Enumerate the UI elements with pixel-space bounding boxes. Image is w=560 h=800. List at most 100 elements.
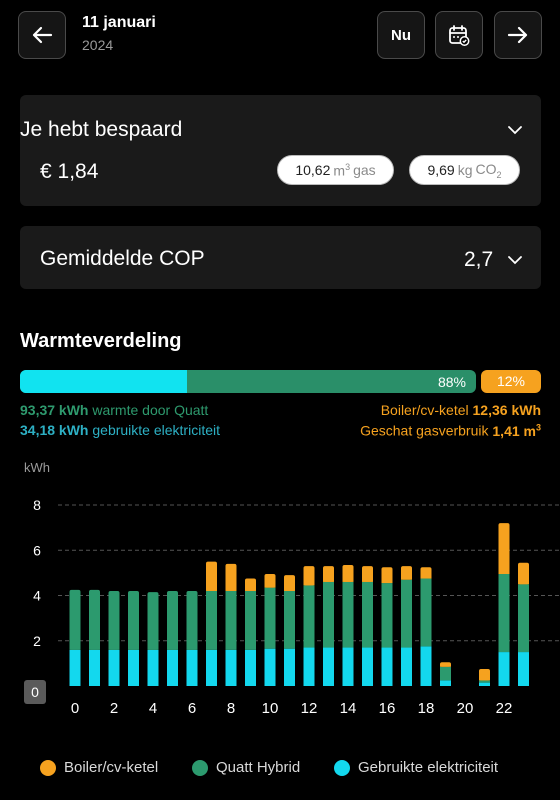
bar-boiler	[518, 562, 529, 585]
bar-electric	[206, 649, 217, 686]
quatt-dot	[192, 759, 208, 776]
y-tick-label: 8	[33, 497, 41, 513]
savings-card[interactable]	[20, 95, 541, 206]
electric-dot	[334, 759, 350, 776]
bar-boiler-base	[420, 572, 432, 579]
arrow-left-icon	[32, 26, 53, 44]
boiler-percent: 12%	[496, 373, 526, 389]
legend-quatt-label: Quatt Hybrid	[216, 759, 301, 776]
bar-quatt-base	[167, 620, 178, 650]
bar-boiler	[420, 567, 432, 579]
bar-electric	[225, 649, 237, 686]
bar-boiler-base	[264, 580, 276, 588]
bar-boiler	[401, 566, 412, 580]
bar-quatt	[440, 666, 451, 681]
cop-card[interactable]	[20, 226, 541, 289]
calendar-button[interactable]	[435, 11, 483, 59]
bar-boiler	[284, 575, 295, 591]
forward-button[interactable]	[494, 11, 542, 59]
bar-boiler	[342, 564, 354, 582]
x-tick-label: 12	[301, 700, 318, 717]
bar-boiler	[440, 662, 451, 667]
heat-label: warmte door Quatt	[92, 402, 209, 418]
chevron-down-icon[interactable]	[507, 124, 523, 136]
gas-pill: 10,62 m3 gas	[277, 155, 394, 185]
bar-boiler	[479, 669, 490, 681]
x-tick-label: 0	[71, 700, 79, 717]
bar-electric	[303, 647, 315, 686]
bar-electric	[89, 649, 100, 686]
now-button[interactable]: Nu	[377, 11, 425, 59]
bar-electric	[440, 680, 451, 686]
bar-quatt-base	[186, 620, 198, 650]
co2-unit: kg	[457, 162, 473, 178]
heat-value: 93,37 kWh	[20, 402, 89, 418]
co2-value: 9,69	[427, 162, 455, 178]
boiler-value: 12,36 kWh	[472, 402, 541, 418]
y-tick-zero-badge	[24, 680, 46, 704]
bar-boiler	[381, 567, 393, 584]
bar-electric	[284, 648, 295, 686]
bar-boiler	[245, 578, 256, 591]
electric-share-fill	[20, 370, 187, 393]
bar-boiler-base	[440, 664, 451, 667]
y-tick-label: 2	[33, 633, 41, 649]
bar-boiler	[498, 523, 510, 575]
bar-electric	[401, 647, 412, 686]
bar-quatt	[108, 590, 120, 650]
back-button[interactable]	[18, 11, 66, 59]
bar-quatt	[245, 590, 256, 650]
legend-quatt: Quatt Hybrid	[192, 759, 300, 776]
bar-quatt-base	[147, 620, 159, 650]
bar-quatt-base	[89, 619, 100, 650]
chevron-down-icon[interactable]	[507, 254, 523, 266]
bar-quatt	[147, 592, 159, 650]
x-tick-label: 16	[379, 700, 396, 717]
bar-quatt	[89, 589, 100, 650]
bar-boiler-base	[401, 572, 412, 580]
bar-boiler	[303, 566, 315, 586]
distribution-title: Warmteverdeling	[20, 330, 182, 352]
heat-legend: 93,37 kWh warmte door Quatt	[20, 402, 208, 418]
x-tick-label: 22	[496, 700, 513, 717]
cop-value: 2,7	[464, 248, 494, 271]
bar-electric	[245, 649, 256, 686]
gas-unit: m3	[333, 161, 351, 179]
bar-quatt	[69, 589, 81, 650]
quatt-percent: 88%	[437, 374, 466, 390]
bar-boiler	[362, 566, 373, 582]
arrow-right-icon	[507, 26, 528, 44]
bar-quatt	[401, 579, 412, 648]
bar-boiler-base	[498, 548, 510, 575]
bar-quatt	[381, 583, 393, 648]
bar-quatt	[342, 581, 354, 648]
bar-electric	[420, 646, 432, 686]
x-tick-label: 4	[149, 700, 157, 717]
boiler-label: Boiler/cv-ketel	[380, 402, 469, 418]
savings-title: Je hebt bespaard	[20, 118, 183, 141]
legend-electric: Gebruikte elektriciteit	[334, 759, 498, 776]
x-tick-label: 8	[227, 700, 235, 717]
y-axis-label: kWh	[24, 460, 50, 475]
bar-quatt	[323, 581, 334, 648]
gas-value: 10,62	[295, 162, 331, 178]
bar-electric	[264, 648, 276, 686]
bar-boiler-base	[206, 576, 217, 591]
y-tick-label: 0	[31, 684, 39, 700]
bar-quatt-base	[128, 620, 139, 650]
bar-boiler-base	[323, 574, 334, 582]
bar-boiler-base	[225, 577, 237, 591]
now-label: Nu	[391, 26, 411, 44]
bar-electric	[479, 682, 490, 686]
bar-electric	[108, 649, 120, 686]
bar-quatt	[303, 585, 315, 648]
date-year: 2024	[82, 37, 114, 53]
calendar-check-icon	[449, 25, 470, 46]
bar-quatt	[479, 680, 490, 683]
bar-quatt	[128, 590, 139, 650]
co2-label: CO2	[475, 160, 502, 180]
gas-estimate-value: 1,41 m3	[492, 422, 541, 439]
bar-boiler	[264, 574, 276, 588]
bar-electric	[342, 647, 354, 686]
bar-electric	[362, 647, 373, 686]
